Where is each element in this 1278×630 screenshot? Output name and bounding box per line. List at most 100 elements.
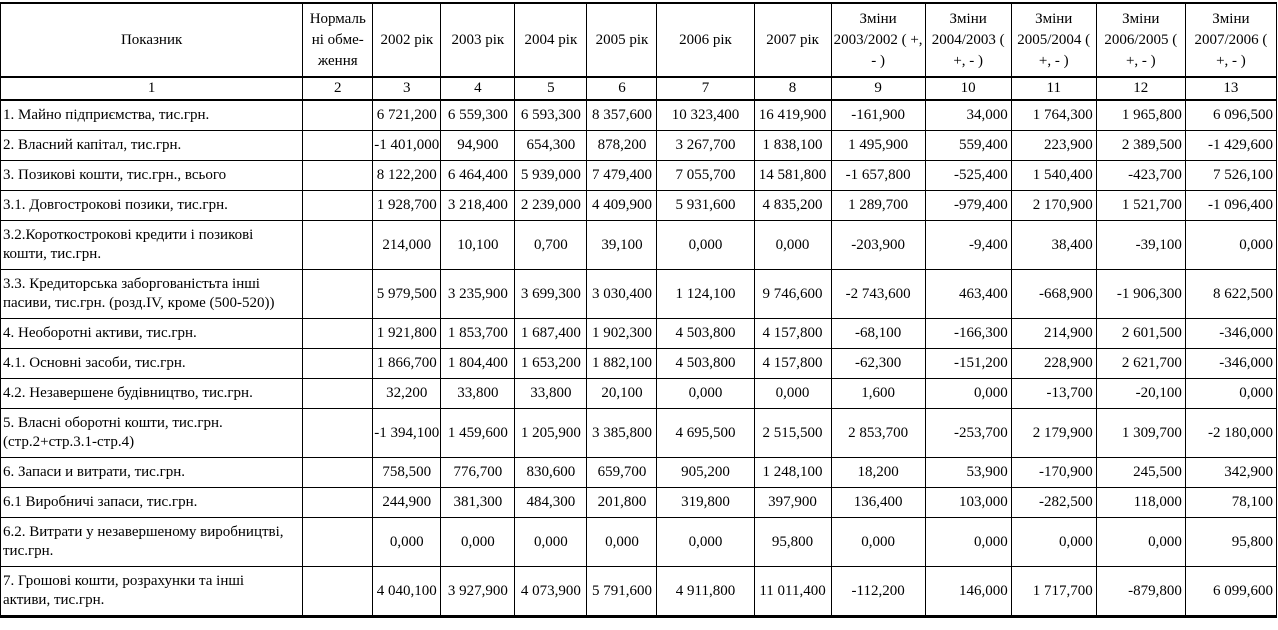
value-cell: 245,500 — [1095, 457, 1186, 488]
value-cell: 654,300 — [514, 130, 588, 161]
value-cell: 2 239,000 — [514, 190, 588, 221]
value-cell: 830,600 — [514, 457, 588, 488]
table-row: 3.3. Кредиторська заборгованістьта інші … — [0, 269, 1278, 319]
value-cell: -1 906,300 — [1095, 269, 1186, 319]
norm-limit-cell — [302, 130, 374, 161]
value-cell: -346,000 — [1184, 318, 1278, 349]
value-cell: -423,700 — [1095, 160, 1186, 191]
column-number: 9 — [830, 76, 926, 101]
column-number: 11 — [1010, 76, 1097, 101]
norm-limit-cell — [302, 408, 374, 458]
value-cell: 34,000 — [924, 99, 1012, 131]
value-cell: 0,700 — [514, 220, 588, 270]
value-cell: 0,000 — [924, 378, 1012, 409]
value-cell: 2 621,700 — [1095, 348, 1186, 379]
value-cell: 32,200 — [372, 378, 442, 409]
value-cell: 0,000 — [372, 517, 442, 567]
table-row: 7. Грошові кошти, розрахунки та інші акт… — [0, 566, 1278, 617]
column-number: 12 — [1095, 76, 1186, 101]
value-cell: 20,100 — [586, 378, 658, 409]
value-cell: 0,000 — [753, 378, 832, 409]
value-cell: -62,300 — [830, 348, 926, 379]
value-cell: 4 040,100 — [372, 566, 442, 617]
value-cell: -979,400 — [924, 190, 1012, 221]
table-row: 3.1. Довгострокові позики, тис.грн. 1 928… — [0, 190, 1278, 221]
value-cell: 38,400 — [1010, 220, 1097, 270]
norm-limit-cell — [302, 566, 374, 617]
table-header-row: Показник Нормаль ні обме- ження 2002 рік 20… — [0, 2, 1278, 78]
value-cell: 4 409,900 — [586, 190, 658, 221]
value-cell: 2 601,500 — [1095, 318, 1186, 349]
value-cell: 1 687,400 — [514, 318, 588, 349]
row-label: 2. Власний капітал, тис.грн. — [0, 130, 304, 161]
value-cell: -170,900 — [1010, 457, 1097, 488]
value-cell: 94,900 — [440, 130, 516, 161]
norm-limit-cell — [302, 99, 374, 131]
value-cell: 1 459,600 — [440, 408, 516, 458]
value-cell: 5 931,600 — [656, 190, 755, 221]
value-cell: 1 921,800 — [372, 318, 442, 349]
value-cell: 1 838,100 — [753, 130, 832, 161]
value-cell: 1 717,700 — [1010, 566, 1097, 617]
value-cell: 559,400 — [924, 130, 1012, 161]
value-cell: 5 939,000 — [514, 160, 588, 191]
column-header: Зміни 2007/2006 ( +, - ) — [1184, 2, 1278, 78]
table-row: 6. Запаси и витрати, тис.грн. 758,500 776,… — [0, 457, 1278, 488]
value-cell: 95,800 — [753, 517, 832, 567]
value-cell: -253,700 — [924, 408, 1012, 458]
value-cell: 33,800 — [514, 378, 588, 409]
value-cell: -1 394,100 — [372, 408, 442, 458]
value-cell: 1,600 — [830, 378, 926, 409]
value-cell: -1 657,800 — [830, 160, 926, 191]
value-cell: 10,100 — [440, 220, 516, 270]
value-cell: 3 927,900 — [440, 566, 516, 617]
value-cell: -68,100 — [830, 318, 926, 349]
column-header: Зміни 2006/2005 ( +, - ) — [1095, 2, 1186, 78]
value-cell: -1 096,400 — [1184, 190, 1278, 221]
value-cell: 2 179,900 — [1010, 408, 1097, 458]
norm-limit-cell — [302, 348, 374, 379]
value-cell: 319,800 — [656, 487, 755, 518]
norm-limit-cell — [302, 160, 374, 191]
column-header: Нормаль ні обме- ження — [302, 2, 374, 78]
column-header: Зміни 2003/2002 ( +, - ) — [830, 2, 926, 78]
value-cell: 0,000 — [656, 220, 755, 270]
financial-indicators-table: Показник Нормаль ні обме- ження 2002 рік 20… — [0, 2, 1278, 618]
value-cell: 1 965,800 — [1095, 99, 1186, 131]
value-cell: 6 099,600 — [1184, 566, 1278, 617]
value-cell: -2 180,000 — [1184, 408, 1278, 458]
column-number-row: 1 2 3 4 5 6 7 8 9 10 11 12 13 — [0, 76, 1278, 101]
value-cell: 1 309,700 — [1095, 408, 1186, 458]
value-cell: 2 389,500 — [1095, 130, 1186, 161]
norm-limit-cell — [302, 318, 374, 349]
value-cell: 10 323,400 — [656, 99, 755, 131]
value-cell: 5 791,600 — [586, 566, 658, 617]
value-cell: -2 743,600 — [830, 269, 926, 319]
value-cell: 463,400 — [924, 269, 1012, 319]
table-row: 1. Майно підприємства, тис.грн. 6 721,200… — [0, 99, 1278, 131]
value-cell: -151,200 — [924, 348, 1012, 379]
column-header: 2006 рік — [656, 2, 755, 78]
value-cell: 16 419,900 — [753, 99, 832, 131]
value-cell: 659,700 — [586, 457, 658, 488]
value-cell: -668,900 — [1010, 269, 1097, 319]
value-cell: -282,500 — [1010, 487, 1097, 518]
value-cell: 7 479,400 — [586, 160, 658, 191]
value-cell: 95,800 — [1184, 517, 1278, 567]
value-cell: 3 218,400 — [440, 190, 516, 221]
value-cell: 0,000 — [656, 517, 755, 567]
value-cell: 4 503,800 — [656, 348, 755, 379]
value-cell: 53,900 — [924, 457, 1012, 488]
value-cell: 758,500 — [372, 457, 442, 488]
column-header: 2003 рік — [440, 2, 516, 78]
value-cell: -161,900 — [830, 99, 926, 131]
norm-limit-cell — [302, 220, 374, 270]
value-cell: -20,100 — [1095, 378, 1186, 409]
value-cell: 214,000 — [372, 220, 442, 270]
value-cell: -1 429,600 — [1184, 130, 1278, 161]
value-cell: -13,700 — [1010, 378, 1097, 409]
column-number: 3 — [372, 76, 442, 101]
column-number: 4 — [440, 76, 516, 101]
column-number: 13 — [1184, 76, 1278, 101]
